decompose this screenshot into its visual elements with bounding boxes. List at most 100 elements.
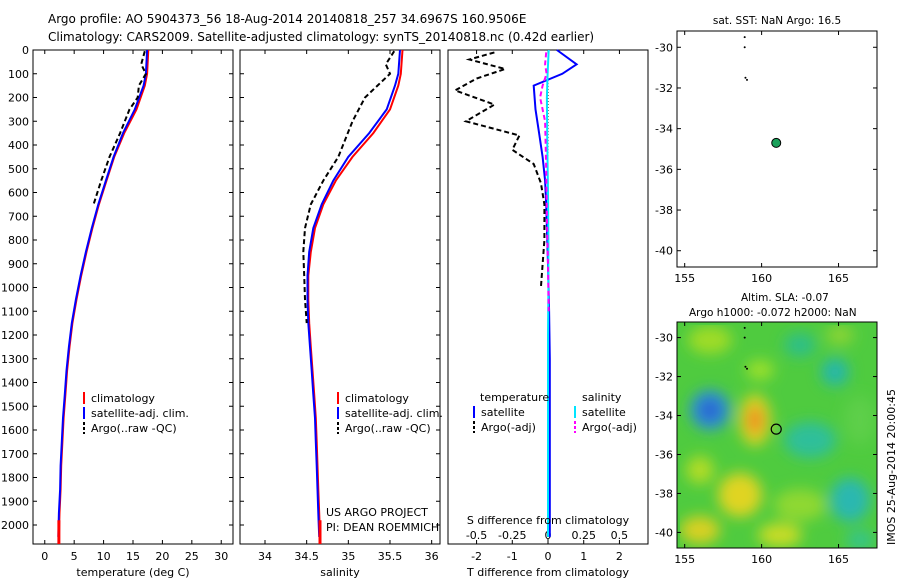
sla_map-track-dot bbox=[744, 365, 747, 368]
sla-heatmap-blobs bbox=[680, 325, 876, 548]
salinity-legend-satellite: satellite-adj. clim. bbox=[345, 407, 443, 420]
sst-map-marks bbox=[743, 36, 782, 148]
salinity-line-climatology bbox=[307, 49, 404, 537]
sst-map-panel: sat. SST: NaN Argo: 16.5 155 160 165 -30 -32… bbox=[655, 15, 878, 285]
temperature-ytick-label: 1000 bbox=[1, 282, 29, 295]
header-line-2: Climatology: CARS2009. Satellite-adjuste… bbox=[48, 30, 594, 44]
difference-legend-t-satellite: satellite bbox=[481, 406, 525, 419]
temperature-line-argo bbox=[92, 50, 148, 205]
difference-stick-label: 0.5 bbox=[611, 529, 629, 542]
sst_map-track-dot bbox=[743, 46, 746, 49]
difference-line-t-satellite bbox=[532, 49, 579, 537]
temperature-ytick-label: 600 bbox=[8, 187, 29, 200]
temperature-ytick-label: 1800 bbox=[1, 472, 29, 485]
sla-heatmap bbox=[677, 322, 877, 548]
sla_map-ytick-label: -36 bbox=[655, 448, 673, 461]
salinity-xtick-label: 34 bbox=[258, 550, 272, 563]
salinity-legend: climatology satellite-adj. clim. Argo(..… bbox=[337, 392, 443, 435]
sla_map-ytick-label: -38 bbox=[655, 487, 673, 500]
temperature-xtick-label: 5 bbox=[71, 550, 78, 563]
temperature-ytick-label: 300 bbox=[8, 115, 29, 128]
temperature-ytick-label: 800 bbox=[8, 234, 29, 247]
sla-map-title: Altim. SLA: -0.07 bbox=[741, 292, 829, 304]
sla-side-label: IMOS 25-Aug-2014 20:00:45 bbox=[885, 389, 898, 545]
temperature-ytick-label: 1600 bbox=[1, 424, 29, 437]
temperature-plot-frame bbox=[32, 49, 234, 545]
temperature-ytick-label: 1300 bbox=[1, 353, 29, 366]
temperature-xtick-label: 0 bbox=[41, 550, 48, 563]
temperature-line-satellite bbox=[57, 49, 149, 537]
temperature-legend-satellite: satellite-adj. clim. bbox=[91, 407, 189, 420]
difference-legend-s-argo: Argo(-adj) bbox=[582, 421, 637, 434]
sst-map-axis-ticks: 155 160 165 -30 -32 -34 -36 -38 -40 bbox=[655, 31, 877, 285]
temperature-ytick-label: 1700 bbox=[1, 448, 29, 461]
temperature-ytick-label: 1100 bbox=[1, 305, 29, 318]
temperature-ytick-label: 2000 bbox=[1, 519, 29, 532]
sst-map-frame bbox=[676, 30, 878, 268]
difference-legend-s-satellite: satellite bbox=[582, 406, 626, 419]
temperature-ytick-label: 100 bbox=[8, 68, 29, 81]
sla-map-axis-ticks: 155 160 165 -30 -32 -34 -36 -38 -40 bbox=[655, 322, 877, 566]
difference-xtick-label: 1 bbox=[580, 550, 587, 563]
difference-legend-salinity-title: salinity bbox=[582, 391, 622, 404]
sst-map-title: sat. SST: NaN Argo: 16.5 bbox=[713, 15, 841, 27]
temperature-xtick-label: 30 bbox=[214, 550, 228, 563]
salinity-legend-climatology: climatology bbox=[345, 392, 409, 405]
sla_map-ytick-label: -40 bbox=[655, 526, 673, 539]
temperature-legend: climatology satellite-adj. clim. Argo(..… bbox=[83, 392, 189, 435]
temperature-line-climatology bbox=[57, 49, 150, 537]
difference-legend-t-argo: Argo(-adj) bbox=[481, 421, 536, 434]
difference-legend-temperature-title: temperature bbox=[480, 391, 549, 404]
salinity-axis-ticks: 34 34.5 35 35.5 36 bbox=[240, 49, 440, 563]
temperature-xtick-label: 20 bbox=[155, 550, 169, 563]
temperature-ytick-label: 1500 bbox=[1, 400, 29, 413]
difference-xtick-label: 2 bbox=[616, 550, 623, 563]
temperature-series bbox=[57, 49, 150, 544]
sst_map-ytick-label: -30 bbox=[655, 41, 673, 54]
sla_map-xtick-label: 160 bbox=[751, 553, 772, 566]
sst_map-ytick-label: -34 bbox=[655, 123, 673, 136]
salinity-annotation-project: US ARGO PROJECT bbox=[326, 506, 428, 519]
temperature-ytick-label: 1900 bbox=[1, 495, 29, 508]
temperature-axis-ticks: 0100200300400500600700800900100011001200… bbox=[1, 44, 233, 563]
difference-line-t-argo bbox=[452, 51, 546, 288]
temperature-legend-climatology: climatology bbox=[91, 392, 155, 405]
salinity-line-argo bbox=[302, 50, 396, 324]
salinity-xlabel: salinity bbox=[320, 566, 360, 579]
temperature-ytick-label: 900 bbox=[8, 258, 29, 271]
salinity-panel: 34 34.5 35 35.5 36 climatology satellite-adj… bbox=[239, 49, 443, 579]
sla-map-marks bbox=[743, 326, 782, 435]
sla_map-ytick-label: -34 bbox=[655, 410, 673, 423]
sst_map-ytick-label: -32 bbox=[655, 82, 673, 95]
sst_map-xtick-label: 165 bbox=[828, 272, 849, 285]
sst_map-track-dot bbox=[744, 76, 747, 79]
temperature-xtick-label: 15 bbox=[126, 550, 140, 563]
difference-panel: -2 -1 0 1 2-0.5 -0.25 0 0.25 0.5 temperature sal… bbox=[447, 49, 649, 579]
sst_map-xtick-label: 155 bbox=[674, 272, 695, 285]
salinity-plot-frame bbox=[239, 49, 441, 545]
temperature-xlabel: temperature (deg C) bbox=[76, 566, 189, 579]
salinity-line-satellite bbox=[306, 49, 401, 537]
difference-stick-label: -0.5 bbox=[466, 529, 487, 542]
sla_map-ytick-label: -30 bbox=[655, 332, 673, 345]
difference-line-s-argo bbox=[539, 52, 550, 312]
temperature-xtick-label: 10 bbox=[97, 550, 111, 563]
sla-map-subtitle: Argo h1000: -0.072 h2000: NaN bbox=[689, 307, 857, 319]
sla-map-frame bbox=[676, 321, 878, 549]
difference-line-s-satellite bbox=[545, 49, 550, 537]
salinity-series bbox=[302, 49, 404, 544]
salinity-annotation-pi: PI: DEAN ROEMMICH bbox=[326, 521, 439, 534]
difference-xtick-label: 0 bbox=[545, 550, 552, 563]
salinity-xtick-label: 34.5 bbox=[294, 550, 319, 563]
salinity-legend-argo: Argo(..raw -QC) bbox=[345, 422, 431, 435]
temperature-ytick-label: 700 bbox=[8, 210, 29, 223]
difference-xtick-label: -1 bbox=[507, 550, 518, 563]
salinity-xtick-label: 35 bbox=[341, 550, 355, 563]
difference-stick-label: -0.25 bbox=[498, 529, 526, 542]
temperature-ytick-label: 1200 bbox=[1, 329, 29, 342]
temperature-legend-argo: Argo(..raw -QC) bbox=[91, 422, 177, 435]
sla_map-xtick-label: 155 bbox=[674, 553, 695, 566]
header-line-1: Argo profile: AO 5904373_56 18-Aug-2014 … bbox=[48, 12, 526, 26]
sla_map-track-dot bbox=[746, 367, 748, 370]
